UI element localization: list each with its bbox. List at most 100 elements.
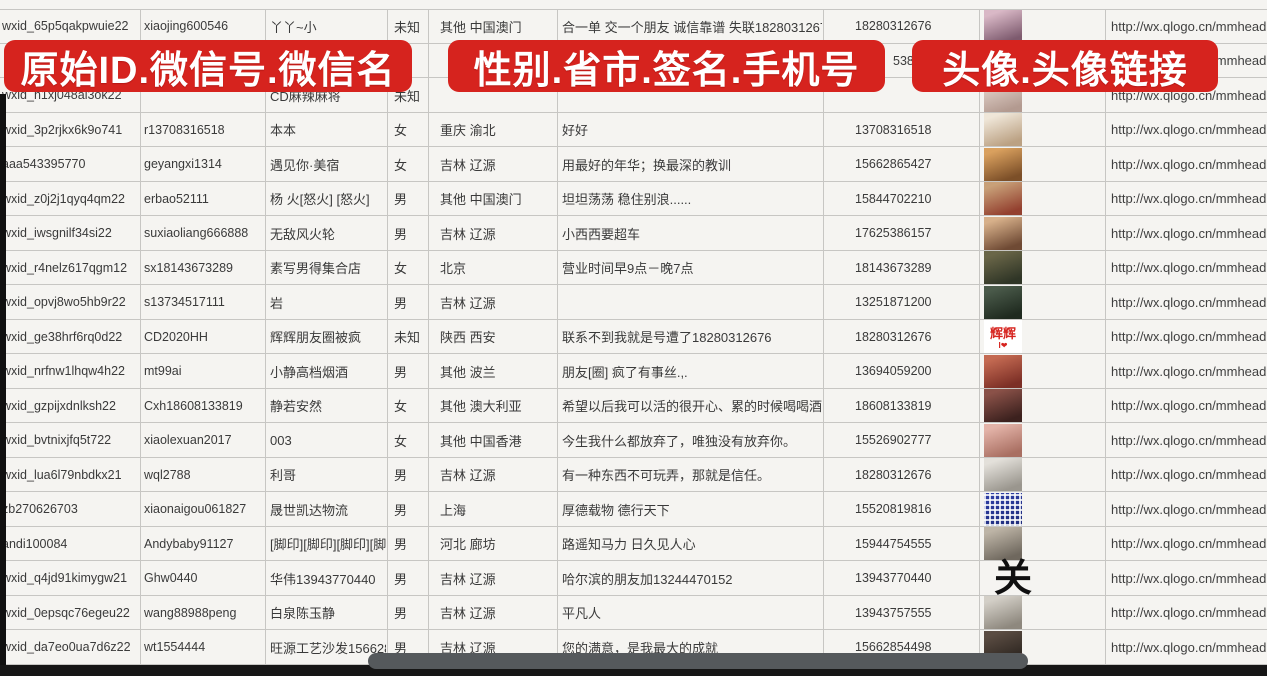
cell-wechat-account[interactable]: erbao52111 bbox=[144, 191, 209, 206]
cell-wechat-account[interactable]: Cxh18608133819 bbox=[144, 398, 243, 413]
cell-wechat-name[interactable]: 003 bbox=[270, 432, 292, 448]
cell-wechat-name[interactable]: 本本 bbox=[270, 123, 297, 138]
cell-original-id[interactable]: wxid_r4nelz617qgm12 bbox=[2, 260, 128, 275]
cell-original-id[interactable]: wxid_0epsqc76egeu22 bbox=[2, 605, 130, 620]
cell-signature[interactable]: 厚德载物 德行天下 bbox=[562, 502, 670, 518]
cell-wechat-name[interactable]: 素写男得集合店 bbox=[270, 261, 362, 276]
cell-wechat-name[interactable]: 晟世凯达物流 bbox=[270, 502, 349, 518]
cell-phone-number[interactable]: 18608133819 bbox=[855, 398, 932, 413]
cell-wechat-name[interactable]: 白泉陈玉静 bbox=[270, 606, 336, 621]
cell-phone-number[interactable]: 18280312676 bbox=[855, 467, 932, 482]
cell-wechat-account[interactable]: Ghw0440 bbox=[144, 571, 198, 585]
cell-gender[interactable]: 男 bbox=[394, 537, 408, 552]
cell-phone-number[interactable]: 15662865427 bbox=[855, 157, 932, 171]
cell-avatar-link[interactable]: http://wx.qlogo.cn/mmhead bbox=[1111, 536, 1267, 551]
cell-avatar-link[interactable]: http://wx.qlogo.cn/mmhead bbox=[1111, 329, 1267, 344]
cell-wechat-name[interactable]: CD麻辣麻将 bbox=[270, 88, 341, 104]
cell-signature[interactable]: 联系不到我就是号遭了18280312676 bbox=[562, 330, 772, 345]
cell-original-id[interactable]: wxid_iwsgnilf34si22 bbox=[2, 226, 112, 240]
cell-phone-number[interactable]: 13708316518 bbox=[855, 122, 932, 137]
cell-gender[interactable]: 男 bbox=[394, 502, 408, 518]
cell-gender[interactable]: 男 bbox=[394, 640, 408, 656]
cell-province-city[interactable]: 其他 中国澳门 bbox=[440, 192, 522, 207]
cell-phone-number[interactable]: 17625386157 bbox=[855, 226, 932, 240]
cell-phone-number[interactable]: 13251871200 bbox=[855, 295, 932, 309]
cell-avatar-link[interactable]: http://wx.qlogo.cn/mmhead bbox=[1111, 605, 1267, 620]
cell-avatar-link[interactable]: http://wx.qlogo.cn/mmhead bbox=[1111, 260, 1267, 275]
cell-avatar-link[interactable]: http://wx.qlogo.cn/mmhead bbox=[1111, 570, 1267, 586]
cell-avatar[interactable] bbox=[980, 147, 1104, 181]
cell-original-id[interactable]: wxid_3p2rjkx6k9o741 bbox=[2, 122, 123, 137]
cell-wechat-name[interactable]: 无敌风火轮 bbox=[270, 226, 336, 242]
cell-phone-number[interactable]: 15520819816 bbox=[855, 502, 932, 516]
cell-signature[interactable]: 哈尔滨的朋友加13244470152 bbox=[562, 571, 733, 587]
cell-original-id[interactable]: zb270626703 bbox=[2, 502, 78, 516]
cell-signature[interactable]: 路遥知马力 日久见人心 bbox=[562, 537, 696, 552]
cell-avatar[interactable] bbox=[980, 389, 1104, 422]
cell-gender[interactable]: 女 bbox=[394, 261, 408, 276]
cell-signature[interactable]: 朋友[圈] 疯了有事丝.,. bbox=[562, 364, 688, 380]
cell-avatar[interactable] bbox=[980, 458, 1104, 491]
cell-avatar[interactable] bbox=[980, 9, 1104, 43]
cell-province-city[interactable]: 河北 廊坊 bbox=[440, 537, 496, 552]
cell-phone-number[interactable]: 18143673289 bbox=[855, 260, 932, 275]
cell-original-id[interactable]: wxid_da7eo0ua7d6z22 bbox=[2, 640, 131, 654]
cell-wechat-account[interactable]: CD2020HH bbox=[144, 329, 208, 344]
cell-gender[interactable]: 男 bbox=[394, 192, 408, 207]
cell-signature[interactable]: 好好 bbox=[562, 123, 589, 138]
cell-avatar-link[interactable]: http://wx.qlogo.cn/mmhead bbox=[1111, 294, 1267, 310]
cell-avatar-link[interactable]: http://wx.qlogo.cn/mmhead bbox=[1111, 363, 1267, 379]
cell-avatar[interactable]: 关 bbox=[980, 559, 1104, 597]
cell-wechat-account[interactable]: xiaonaigou061827 bbox=[144, 502, 247, 516]
cell-wechat-account[interactable]: Andybaby91127 bbox=[144, 536, 234, 551]
cell-phone-number[interactable]: 15844702210 bbox=[855, 191, 932, 206]
cell-original-id[interactable]: wxid_lua6l79nbdkx21 bbox=[2, 467, 122, 482]
cell-phone-number[interactable]: 13943757555 bbox=[855, 605, 932, 620]
cell-wechat-name[interactable]: 利哥 bbox=[270, 468, 297, 483]
cell-avatar-link[interactable]: http://wx.qlogo.cn/mmhead bbox=[1111, 398, 1267, 413]
cell-original-id[interactable]: wxid_65p5qakpwuie22 bbox=[2, 19, 129, 33]
cell-avatar-link[interactable]: http://wx.qlogo.cn/mmhead bbox=[1111, 18, 1267, 34]
cell-wechat-name[interactable]: 旺源工艺沙发15662854 bbox=[270, 640, 386, 656]
cell-gender[interactable]: 男 bbox=[394, 606, 408, 621]
cell-signature[interactable]: 希望以后我可以活的很开心、累的时候喝喝酒吹吹[ bbox=[562, 399, 822, 414]
cell-wechat-name[interactable]: 辉辉朋友圈被疯 bbox=[270, 330, 362, 345]
cell-province-city[interactable]: 陕西 西安 bbox=[440, 330, 496, 345]
cell-gender[interactable]: 男 bbox=[394, 364, 408, 380]
cell-wechat-account[interactable]: wql2788 bbox=[144, 467, 191, 482]
cell-avatar[interactable] bbox=[980, 423, 1104, 457]
cell-avatar-link[interactable]: http://wx.qlogo.cn/mmhead bbox=[1111, 501, 1267, 517]
cell-gender[interactable]: 男 bbox=[394, 226, 408, 242]
cell-province-city[interactable]: 吉林 辽源 bbox=[440, 606, 496, 621]
cell-avatar[interactable] bbox=[980, 216, 1104, 250]
cell-avatar[interactable] bbox=[980, 113, 1104, 146]
cell-province-city[interactable]: 吉林 辽源 bbox=[440, 571, 496, 587]
cell-signature[interactable]: 用最好的年华；换最深的教训 bbox=[562, 157, 732, 173]
cell-wechat-name[interactable]: [脚印][脚印][脚印][脚印 bbox=[270, 537, 386, 552]
cell-avatar-link[interactable]: http://wx.qlogo.cn/mmhead bbox=[1111, 191, 1267, 206]
cell-gender[interactable]: 未知 bbox=[394, 19, 421, 35]
cell-original-id[interactable]: wxid_bvtnixjfq5t722 bbox=[2, 433, 112, 447]
cell-wechat-account[interactable]: r13708316518 bbox=[144, 122, 225, 137]
cell-province-city[interactable]: 吉林 辽源 bbox=[440, 468, 496, 483]
cell-signature[interactable] bbox=[562, 285, 822, 319]
cell-avatar[interactable] bbox=[980, 251, 1104, 284]
cell-original-id[interactable]: wxid_nrfnw1lhqw4h22 bbox=[2, 364, 125, 378]
cell-signature[interactable]: 营业时间早9点－晚7点 bbox=[562, 261, 694, 276]
cell-gender[interactable]: 女 bbox=[394, 157, 408, 173]
cell-gender[interactable]: 未知 bbox=[394, 330, 421, 345]
cell-wechat-name[interactable]: 小静高档烟酒 bbox=[270, 364, 349, 380]
cell-avatar[interactable] bbox=[980, 285, 1104, 319]
cell-phone-number[interactable]: 15662854498 bbox=[855, 640, 932, 654]
cell-avatar[interactable] bbox=[980, 182, 1104, 215]
cell-province-city[interactable]: 其他 澳大利亚 bbox=[440, 399, 522, 414]
cell-avatar-link[interactable]: http://wx.qlogo.cn/mmhead bbox=[1111, 432, 1267, 448]
cell-province-city[interactable]: 吉林 辽源 bbox=[440, 295, 496, 311]
cell-province-city[interactable]: 吉林 辽源 bbox=[440, 226, 496, 242]
cell-phone-number[interactable]: 13694059200 bbox=[855, 364, 932, 378]
cell-signature[interactable]: 小西西要超车 bbox=[562, 226, 641, 242]
cell-province-city[interactable]: 其他 中国香港 bbox=[440, 433, 522, 449]
cell-original-id[interactable]: wxid_q4jd91kimygw21 bbox=[2, 571, 128, 585]
cell-gender[interactable]: 女 bbox=[394, 433, 408, 449]
cell-avatar[interactable] bbox=[980, 596, 1104, 629]
